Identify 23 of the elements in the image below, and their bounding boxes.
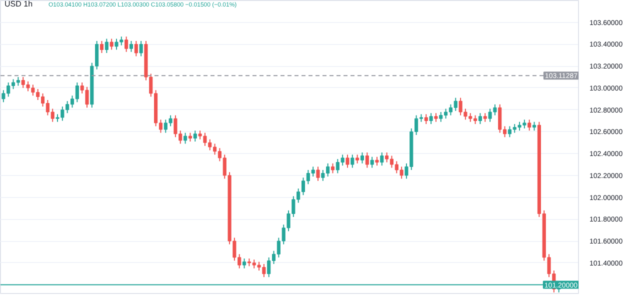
candlestick — [424, 114, 428, 125]
candlestick — [360, 152, 364, 164]
candlestick — [100, 40, 104, 54]
candlestick — [478, 112, 482, 125]
candlestick — [110, 38, 114, 50]
chart-title: USD 1h — [4, 0, 33, 8]
candlestick — [380, 152, 384, 166]
candlestick — [429, 112, 433, 125]
candlestick — [184, 132, 188, 144]
candlestick — [134, 40, 138, 57]
candlestick — [330, 162, 335, 174]
candlestick — [370, 156, 374, 168]
candlestick — [528, 119, 532, 132]
candlestick — [124, 36, 128, 52]
candlestick — [104, 38, 108, 54]
candlestick — [242, 258, 246, 269]
candlestick — [139, 40, 143, 57]
candlestick — [365, 152, 369, 168]
candlestick — [316, 166, 320, 182]
candlestick — [350, 154, 354, 168]
candlestick — [193, 130, 197, 142]
candlestick — [129, 40, 134, 52]
candlestick — [346, 154, 350, 168]
